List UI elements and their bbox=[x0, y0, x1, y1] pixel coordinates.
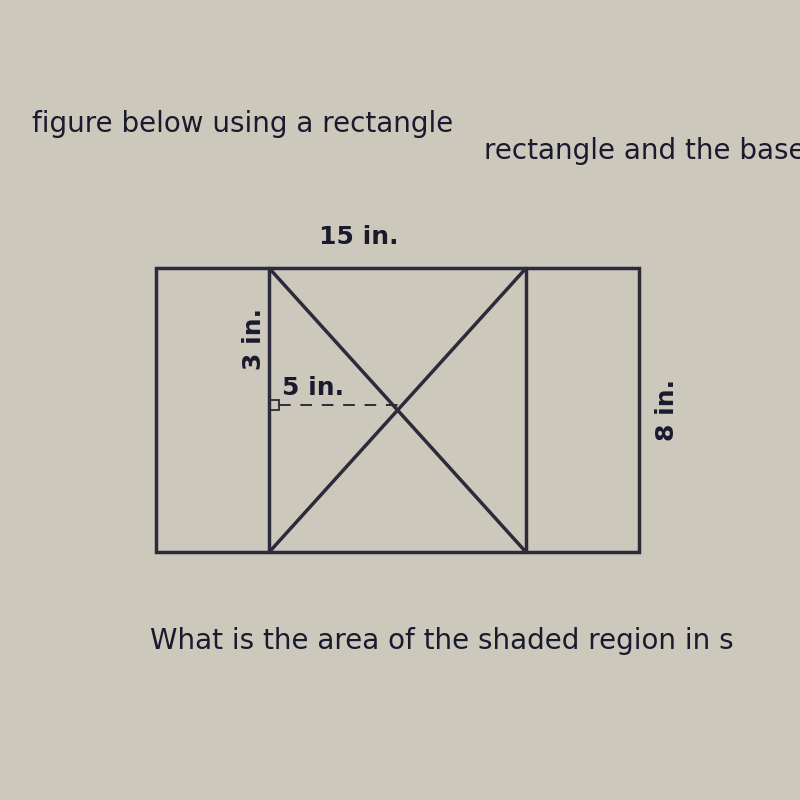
Bar bbox=[270, 400, 279, 410]
Text: rectangle and the base and height of the triangl: rectangle and the base and height of the… bbox=[485, 138, 800, 166]
Bar bbox=[156, 269, 639, 552]
Text: 5 in.: 5 in. bbox=[282, 376, 345, 400]
Text: figure below using a rectangle: figure below using a rectangle bbox=[32, 110, 454, 138]
Text: What is the area of the shaded region in s: What is the area of the shaded region in… bbox=[150, 627, 734, 655]
Text: 15 in.: 15 in. bbox=[319, 225, 398, 249]
Text: 8 in.: 8 in. bbox=[655, 379, 679, 441]
Text: 3 in.: 3 in. bbox=[242, 308, 266, 370]
